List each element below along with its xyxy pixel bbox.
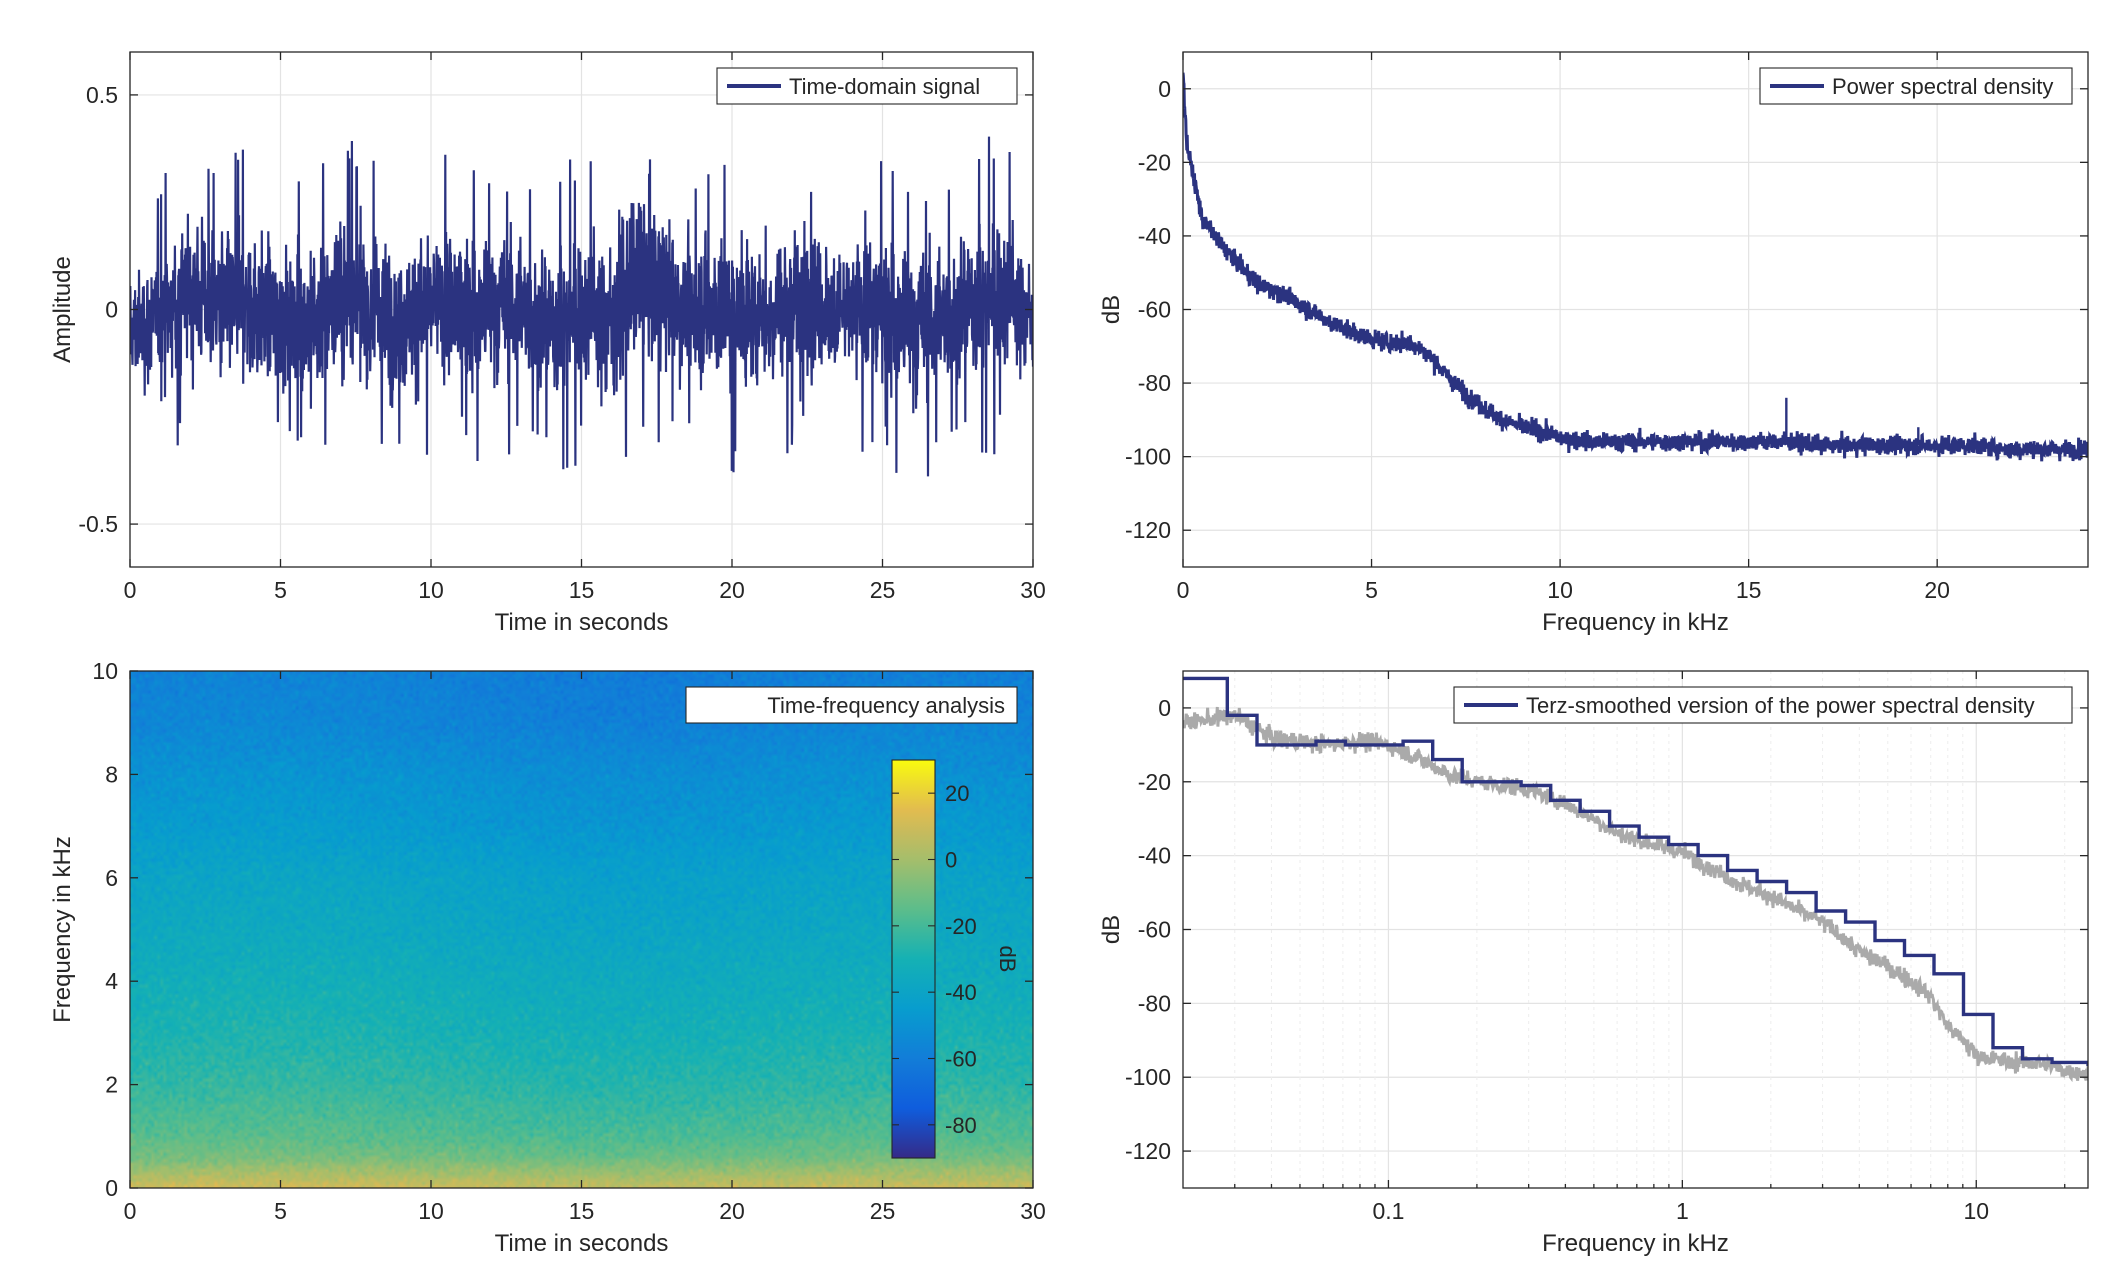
x-tick-label: 20	[1924, 577, 1950, 603]
x-tick-label: 0	[124, 1198, 137, 1224]
raw-psd-line	[1183, 706, 2088, 1083]
y-tick-label: 10	[92, 658, 118, 684]
spectrogram-plot: 0 5 10 15 20 25 30 0 2 4 6 8 10 Time in seconds Freque…	[49, 658, 1046, 1257]
x-tick-label: 10	[1963, 1198, 1989, 1224]
legend: Time-frequency analysis	[685, 686, 1018, 724]
x-axis-label: Frequency in kHz	[1542, 609, 1729, 636]
x-tick-label: 10	[1547, 577, 1573, 603]
y-tick-label: 6	[105, 865, 118, 891]
y-tick-label: 8	[105, 761, 118, 787]
y-tick-label: 4	[105, 968, 118, 994]
colorbar-tick-label: -80	[945, 1113, 977, 1138]
legend: Time-domain signal	[716, 67, 1018, 105]
y-tick-label: -80	[1138, 370, 1171, 396]
colorbar-scale	[891, 759, 936, 1159]
spectrogram-image	[130, 671, 1033, 1188]
y-axis-label: Amplitude	[49, 256, 76, 363]
x-axis-label: Time in seconds	[495, 609, 669, 636]
x-axis-label: Frequency in kHz	[1542, 1230, 1729, 1257]
psd-plot: 0 5 10 15 20 0 -20 -40 -60 -80 -100 -120 Frequency i…	[1098, 51, 2089, 636]
y-tick-label: -120	[1125, 1138, 1171, 1164]
y-tick-label: -60	[1138, 297, 1171, 323]
x-tick-label: 5	[274, 1198, 287, 1224]
y-tick-label: -40	[1138, 843, 1171, 869]
y-tick-label: 2	[105, 1072, 118, 1098]
x-tick-label: 5	[1365, 577, 1378, 603]
x-tick-label: 20	[719, 577, 745, 603]
legend-label: Time-domain signal	[789, 74, 980, 99]
colorbar-tick-label: -20	[945, 914, 977, 939]
legend-label: Terz-smoothed version of the power spect…	[1526, 693, 2035, 718]
y-tick-label: 0	[1158, 695, 1171, 721]
legend-box	[685, 686, 1018, 724]
x-tick-label: 20	[719, 1198, 745, 1224]
signal-line	[130, 136, 1033, 477]
x-tick-label: 0.1	[1372, 1198, 1404, 1224]
y-tick-label: -60	[1138, 917, 1171, 943]
x-tick-label: 25	[870, 577, 896, 603]
x-tick-label: 15	[1736, 577, 1762, 603]
y-axis-label: Frequency in kHz	[49, 836, 76, 1023]
y-tick-label: 0	[1158, 76, 1171, 102]
x-tick-label: 1	[1676, 1198, 1689, 1224]
y-tick-label: 0	[105, 297, 118, 323]
time-domain-plot: 0 5 10 15 20 25 30 -0.5 0 0.5 Time in seconds Ampli…	[49, 51, 1046, 636]
x-tick-label: 10	[418, 1198, 444, 1224]
legend: Power spectral density	[1759, 67, 2073, 105]
y-tick-label: -0.5	[78, 511, 118, 537]
y-tick-label: 0	[105, 1175, 118, 1201]
x-tick-label: 30	[1020, 1198, 1046, 1224]
x-tick-label: 0	[1177, 577, 1190, 603]
colorbar-tick-label: 20	[945, 781, 969, 806]
terz-psd-plot: 0.1 1 10 0 -20 -40 -60 -80 -100 -120 Frequency in …	[1098, 670, 2089, 1257]
minor-grid-lines	[1234, 671, 2066, 1188]
x-tick-label: 0	[124, 577, 137, 603]
x-axis-label: Time in seconds	[495, 1230, 669, 1257]
colorbar-tick-label: -60	[945, 1047, 977, 1072]
y-tick-label: -120	[1125, 517, 1171, 543]
y-tick-label: -100	[1125, 444, 1171, 470]
y-tick-label: -20	[1138, 769, 1171, 795]
x-tick-label: 15	[569, 577, 595, 603]
legend-box	[716, 67, 1018, 105]
tick-marks	[1182, 52, 2088, 567]
tick-marks	[1183, 671, 2088, 1188]
colorbar-label: dB	[995, 946, 1020, 973]
colorbar-tick-label: 0	[945, 848, 957, 873]
legend-box	[1453, 686, 2073, 724]
y-tick-label: -20	[1138, 149, 1171, 175]
y-tick-label: -100	[1125, 1064, 1171, 1090]
y-tick-label: 0.5	[86, 82, 118, 108]
legend-label: Power spectral density	[1832, 74, 2053, 99]
y-tick-label: -40	[1138, 223, 1171, 249]
colorbar-tick-label: -40	[945, 980, 977, 1005]
psd-line	[1183, 72, 2088, 462]
y-axis-label: dB	[1098, 915, 1125, 944]
grid-lines	[1183, 671, 2088, 1188]
y-axis-label: dB	[1098, 295, 1125, 324]
x-tick-label: 5	[274, 577, 287, 603]
x-tick-label: 10	[418, 577, 444, 603]
x-tick-label: 25	[870, 1198, 896, 1224]
colorbar: 20 0 -20 -40 -60 -80 dB	[891, 759, 1020, 1159]
tick-marks	[129, 52, 1034, 567]
terz-smoothed-line	[1183, 676, 2088, 1067]
legend-label: Time-frequency analysis	[767, 693, 1005, 718]
x-tick-label: 30	[1020, 577, 1046, 603]
tick-marks	[129, 670, 1034, 1189]
y-tick-label: -80	[1138, 990, 1171, 1016]
legend: Terz-smoothed version of the power spect…	[1453, 686, 2073, 724]
x-tick-label: 15	[569, 1198, 595, 1224]
